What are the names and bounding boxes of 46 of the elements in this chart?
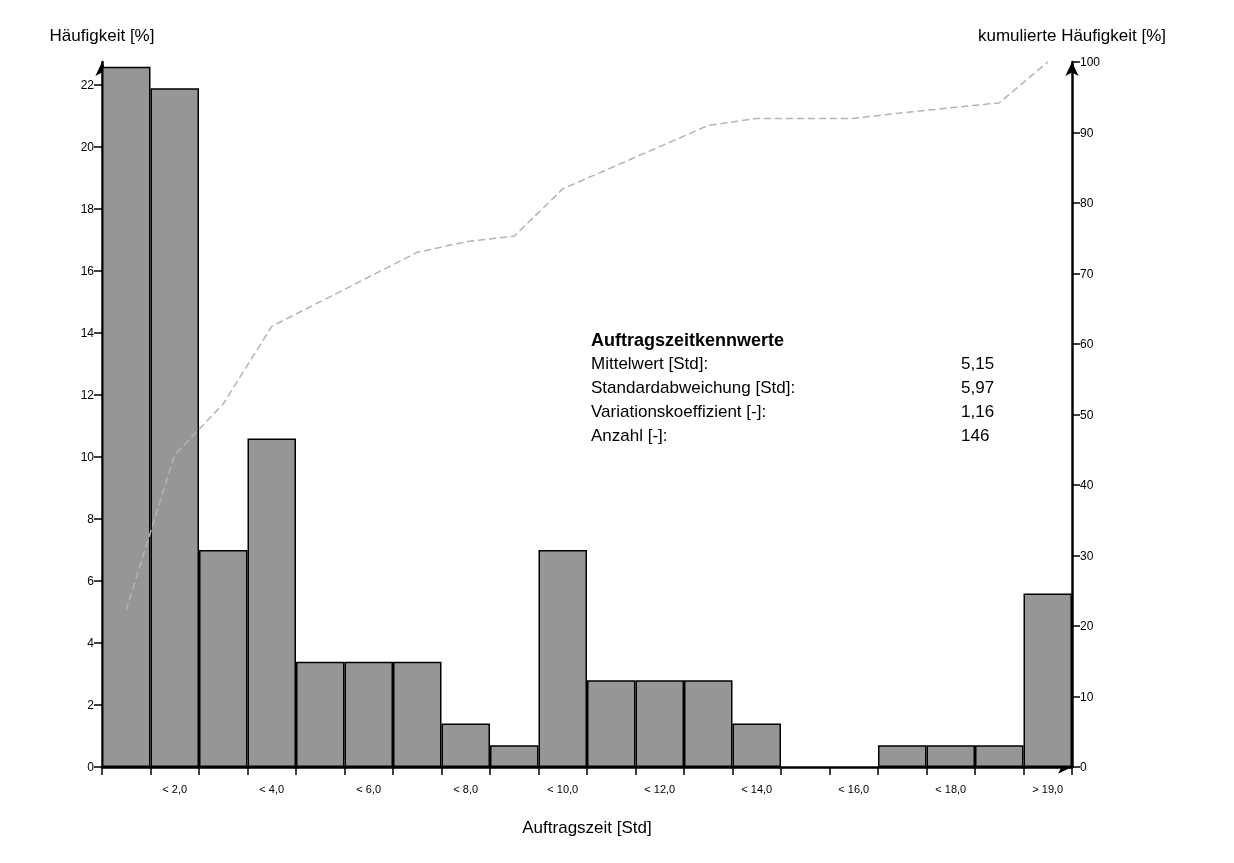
annotation: 5,15 [961,354,995,373]
y-tick-label: 14 [80,326,95,341]
x-tick-label: < 10,0 [547,782,579,795]
x-tick-label: < 2,0 [162,782,188,795]
x-tick-label: < 4,0 [259,782,285,795]
y2-tick-label: 80 [1080,196,1094,210]
y-tick-label: 10 [80,450,95,465]
x-tick-label: < 6,0 [356,782,382,795]
annotation: 146 [961,426,990,445]
y-tick-label: 4 [87,636,95,651]
y-tick-label: 2 [87,698,95,713]
y-tick-label: 12 [80,388,95,403]
annotation: Mittelwert [Std]: [591,354,709,373]
y2-tick-label: 10 [1080,689,1094,704]
annotation: Anzahl [-]: [591,426,668,445]
y-tick-label: 8 [87,512,95,527]
x-tick-label: < 12,0 [644,782,676,795]
y2-tick-label: 100 [1080,55,1101,69]
y-tick-label: 20 [80,140,95,155]
y-tick-label: 6 [87,574,95,589]
y2-tick-label: 30 [1080,548,1094,563]
y-tick-label: 16 [80,264,95,279]
annotation: Auftragszeitkennwerte [591,330,785,350]
x-tick-label: < 8,0 [453,782,479,795]
y-tick-label: 22 [80,78,95,93]
annotation: Standardabweichung [Std]: [591,378,796,397]
x-tick-label: < 16,0 [838,782,870,795]
x-tick-label: < 18,0 [935,782,967,795]
x-axis-title: Auftragszeit [Std] [522,818,652,837]
x-tick-label: < 14,0 [741,782,773,795]
y2-axis-title: kumulierte Häufigkeit [%] [977,26,1167,45]
annotation: Variationskoeffizient [-]: [591,402,767,421]
y-axis-title: Häufigkeit [%] [49,26,155,45]
y2-tick-label: 50 [1080,407,1094,422]
y-tick-label: 18 [80,202,95,217]
line-series [125,61,1049,611]
y2-tick-label: 0 [1080,760,1087,774]
y-tick-label: 0 [87,760,95,774]
x-tick-label: > 19,0 [1032,782,1064,795]
annotation: 5,97 [961,378,995,397]
y2-tick-label: 70 [1080,266,1094,281]
y2-tick-label: 90 [1080,125,1094,140]
y2-tick-label: 20 [1080,619,1094,633]
y2-tick-label: 60 [1080,337,1094,351]
y2-tick-label: 40 [1080,478,1094,492]
annotation: 1,16 [961,402,995,421]
